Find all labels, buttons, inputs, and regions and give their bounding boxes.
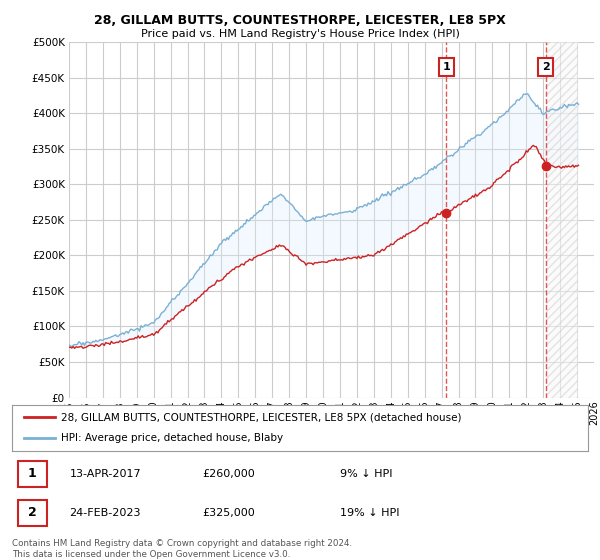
Text: Price paid vs. HM Land Registry's House Price Index (HPI): Price paid vs. HM Land Registry's House … bbox=[140, 29, 460, 39]
Text: 13-APR-2017: 13-APR-2017 bbox=[70, 469, 141, 479]
Text: 28, GILLAM BUTTS, COUNTESTHORPE, LEICESTER, LE8 5PX: 28, GILLAM BUTTS, COUNTESTHORPE, LEICEST… bbox=[94, 14, 506, 27]
Text: 24-FEB-2023: 24-FEB-2023 bbox=[70, 508, 141, 518]
Text: 28, GILLAM BUTTS, COUNTESTHORPE, LEICESTER, LE8 5PX (detached house): 28, GILLAM BUTTS, COUNTESTHORPE, LEICEST… bbox=[61, 412, 461, 422]
Text: Contains HM Land Registry data © Crown copyright and database right 2024.
This d: Contains HM Land Registry data © Crown c… bbox=[12, 539, 352, 559]
Text: 19% ↓ HPI: 19% ↓ HPI bbox=[340, 508, 400, 518]
Text: 1: 1 bbox=[28, 467, 37, 480]
Text: 2: 2 bbox=[542, 62, 550, 72]
Text: 2: 2 bbox=[28, 506, 37, 520]
Text: HPI: Average price, detached house, Blaby: HPI: Average price, detached house, Blab… bbox=[61, 433, 283, 444]
Bar bbox=[18, 461, 47, 487]
Bar bbox=[18, 500, 47, 526]
Text: 1: 1 bbox=[443, 62, 451, 72]
Text: £325,000: £325,000 bbox=[202, 508, 255, 518]
Text: £260,000: £260,000 bbox=[202, 469, 255, 479]
Text: 9% ↓ HPI: 9% ↓ HPI bbox=[340, 469, 393, 479]
